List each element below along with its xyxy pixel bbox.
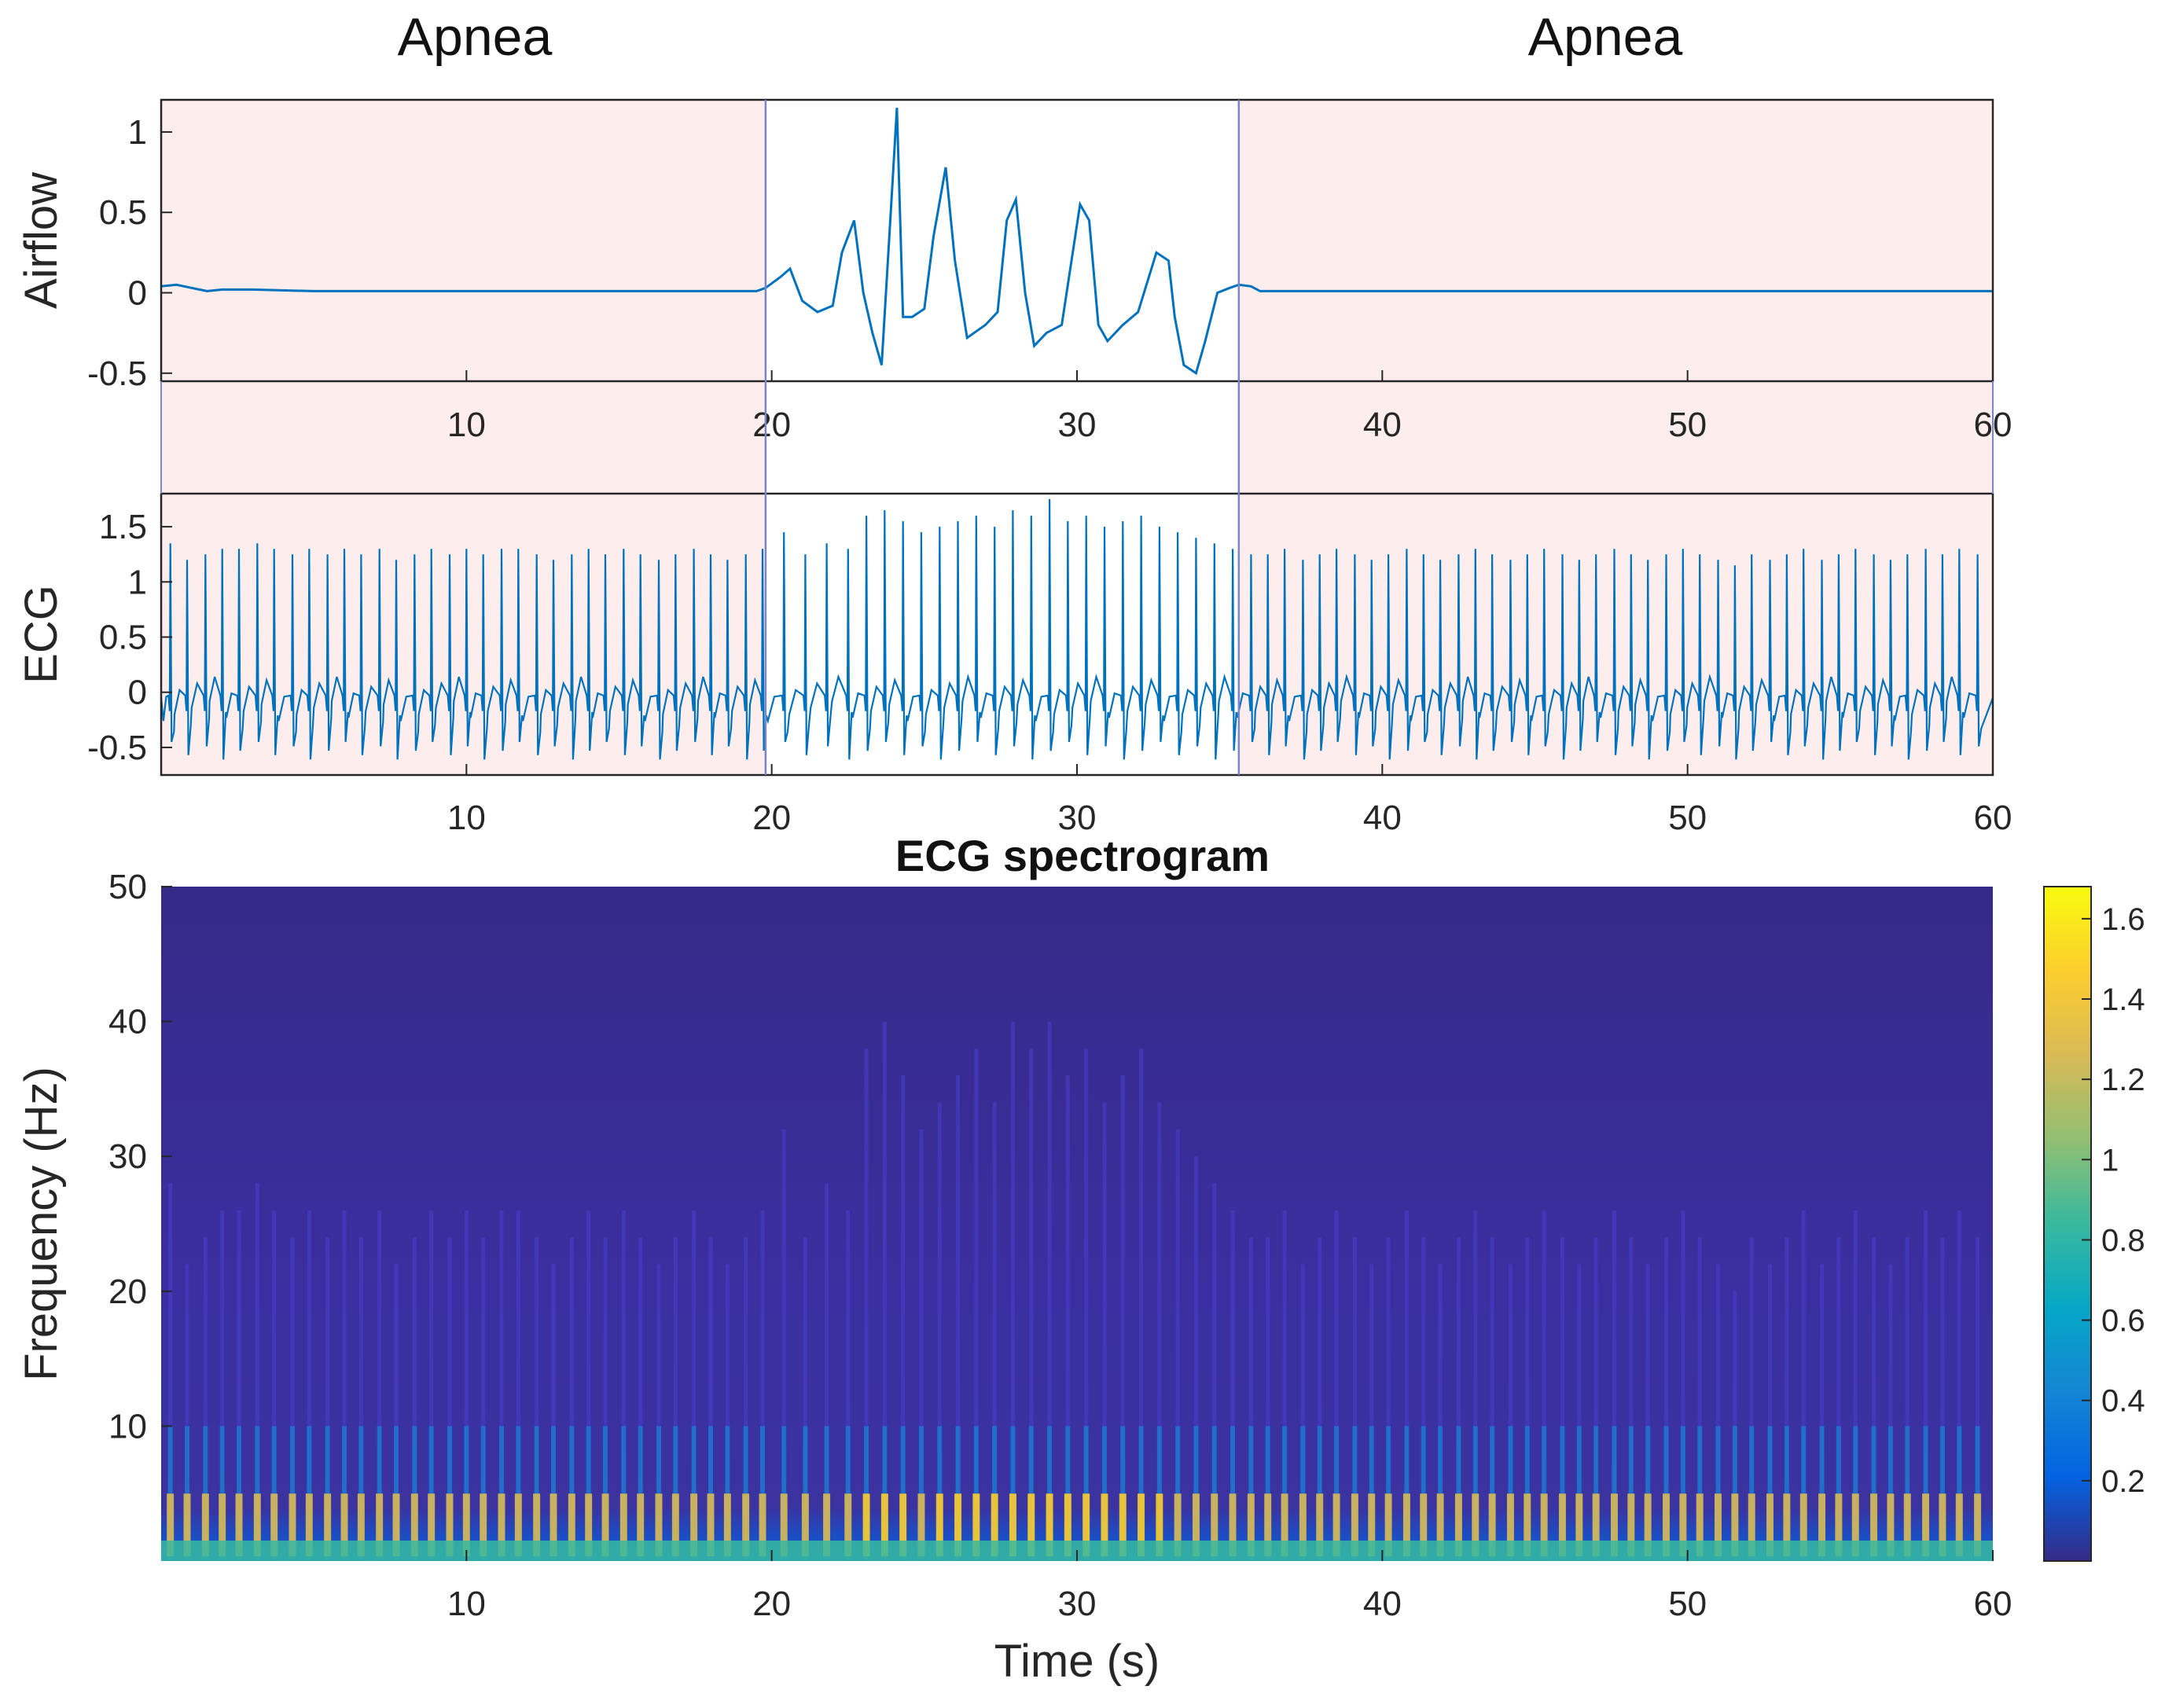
ecg-x-tick-label: 20 <box>752 799 791 837</box>
spectrogram-y-ticks: 10 20 30 40 50 <box>108 868 172 1445</box>
ecg-x-tick-label: 50 <box>1668 799 1707 837</box>
colorbar-tick-label: 0.6 <box>2101 1304 2145 1339</box>
airflow-y-tick-label: -0.5 <box>87 354 147 393</box>
inter-panel-apnea-region-2 <box>1238 381 1993 494</box>
spectrogram-y-tick-label: 50 <box>108 868 147 906</box>
ecg-panel: -0.5 0 0.5 1 1.5 10 20 30 40 50 60 ECG <box>16 492 2012 837</box>
airflow-panel: -0.500.51 10 20 30 40 50 60 Airflow <box>16 98 2012 494</box>
spectrogram-x-tick-label: 20 <box>752 1585 791 1623</box>
colorbar-gradient <box>2043 886 2092 1562</box>
ecg-apnea-region-1 <box>161 494 766 775</box>
ecg-y-tick-label: 1.5 <box>99 508 147 546</box>
spectrogram-x-tick-label: 60 <box>1974 1585 2012 1623</box>
spectrogram-x-ticks: 10 20 30 40 50 60 <box>447 1550 2012 1623</box>
ecg-apnea-shading <box>161 494 1993 775</box>
spectrogram-y-axis-label: Frequency (Hz) <box>16 1067 67 1381</box>
airflow-x-tick-label: 50 <box>1668 406 1707 444</box>
airflow-x-tick-label: 30 <box>1058 406 1097 444</box>
colorbar-tick-label: 1 <box>2101 1143 2119 1177</box>
airflow-apnea-region-2 <box>1238 100 1993 381</box>
colorbar-ticks: 0.2 0.4 0.6 0.8 1 1.2 1.4 1.6 <box>2082 902 2145 1499</box>
inter-panel-apnea-region-1 <box>161 381 766 494</box>
spectrogram-x-tick-label: 50 <box>1668 1585 1707 1623</box>
airflow-apnea-region-1 <box>161 100 766 381</box>
spectrogram-y-tick-label: 20 <box>108 1273 147 1311</box>
ecg-y-tick-label: -0.5 <box>87 729 147 767</box>
airflow-y-tick-label: 0.5 <box>99 193 147 232</box>
ecg-y-tick-label: 1 <box>128 563 147 601</box>
ecg-y-ticks: -0.5 0 0.5 1 1.5 <box>87 508 172 767</box>
apnea-label-left: Apnea <box>398 7 553 67</box>
airflow-y-tick-label: 1 <box>128 113 147 152</box>
airflow-y-ticks: -0.5 0 0.5 1 <box>87 113 172 393</box>
apnea-label-right: Apnea <box>1528 7 1683 67</box>
ecg-y-axis-label: ECG <box>16 585 67 684</box>
colorbar-tick-label: 0.4 <box>2101 1384 2145 1419</box>
spectrogram-y-tick-label: 40 <box>108 1003 147 1041</box>
spectrogram-x-tick-label: 40 <box>1363 1585 1402 1623</box>
apnea-boundaries <box>160 100 1994 775</box>
colorbar-tick-label: 1.6 <box>2101 902 2145 937</box>
ecg-x-tick-label: 60 <box>1974 799 2012 837</box>
airflow-x-tick-label: 20 <box>752 406 791 444</box>
airflow-apnea-shading <box>161 100 1993 494</box>
ecg-x-tick-label: 30 <box>1058 799 1097 837</box>
colorbar-tick-label: 1.2 <box>2101 1063 2145 1097</box>
airflow-y-tick-label: 0 <box>128 274 147 312</box>
ecg-x-tick-label: 40 <box>1363 799 1402 837</box>
spectrogram-x-tick-label: 10 <box>447 1585 486 1623</box>
colorbar-tick-label: 1.4 <box>2101 983 2145 1017</box>
ecg-series-line <box>161 498 1993 760</box>
spectrogram-y-tick-label: 10 <box>108 1407 147 1445</box>
colorbar-tick-label: 0.2 <box>2101 1464 2145 1499</box>
spectrogram-y-tick-label: 30 <box>108 1137 147 1176</box>
spectrogram-x-axis-label: Time (s) <box>994 1636 1160 1687</box>
airflow-y-axis-label: Airflow <box>16 171 67 309</box>
spectrogram-x-tick-label: 30 <box>1058 1585 1097 1623</box>
spectrogram-beat-streaks <box>167 1021 1982 1561</box>
ecg-x-ticks: 10 20 30 40 50 60 <box>447 764 2012 837</box>
colorbar-tick-label: 0.8 <box>2101 1223 2145 1258</box>
airflow-x-tick-label: 40 <box>1363 406 1402 444</box>
spectrogram-title: ECG spectrogram <box>895 831 1270 880</box>
airflow-series-line <box>161 108 1993 376</box>
ecg-y-tick-label: 0 <box>128 674 147 712</box>
ecg-y-tick-label: 0.5 <box>99 619 147 657</box>
colorbar: 0.2 0.4 0.6 0.8 1 1.2 1.4 1.6 <box>2043 886 2145 1562</box>
airflow-x-tick-label: 10 <box>447 406 486 444</box>
ecg-x-tick-label: 10 <box>447 799 486 837</box>
